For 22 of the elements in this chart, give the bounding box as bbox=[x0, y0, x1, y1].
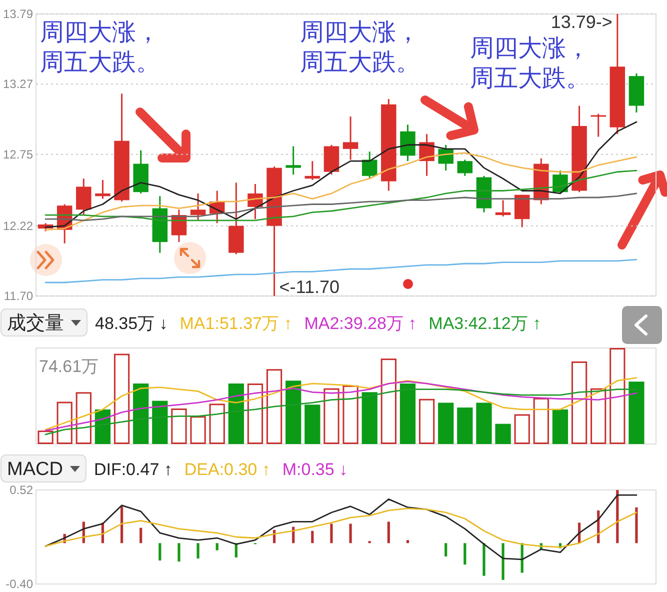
y-tick-label: 11.70 bbox=[4, 289, 33, 303]
annotation: 周四大涨，周五大跌。 bbox=[40, 19, 160, 76]
legend-item: DIF:0.47 ↑ bbox=[94, 460, 172, 479]
y-tick-label: 0.52 bbox=[10, 483, 33, 497]
legend-item: MA1:51.37万 ↑ bbox=[180, 314, 292, 333]
annotation: 48.35万 ↓ bbox=[95, 314, 168, 333]
y-tick-label: 13.79 bbox=[2, 7, 33, 21]
annotation: 周四大涨，周五大跌。 bbox=[300, 19, 420, 76]
legend-item: MA3:42.12万 ↑ bbox=[428, 314, 542, 333]
title: MACD bbox=[7, 459, 63, 480]
legend-item: DEA:0.30 ↑ bbox=[184, 460, 270, 479]
annotation: 74.61万 bbox=[39, 357, 99, 376]
legend-item: MA2:39.28万 ↑ bbox=[304, 314, 417, 333]
y-tick-label: -0.40 bbox=[6, 577, 33, 591]
annotation: 13.79-> bbox=[550, 12, 612, 32]
annotation: M:0.35 ↓ bbox=[282, 460, 348, 479]
annotation: <-11.70 bbox=[279, 277, 340, 297]
title: 成交量 bbox=[7, 313, 64, 334]
y-tick-label: 12.75 bbox=[2, 147, 33, 162]
annotation: 周四大涨，周五大跌。 bbox=[470, 35, 590, 92]
y-tick-label: 12.22 bbox=[2, 218, 33, 233]
y-tick-label: 13.27 bbox=[2, 77, 33, 92]
